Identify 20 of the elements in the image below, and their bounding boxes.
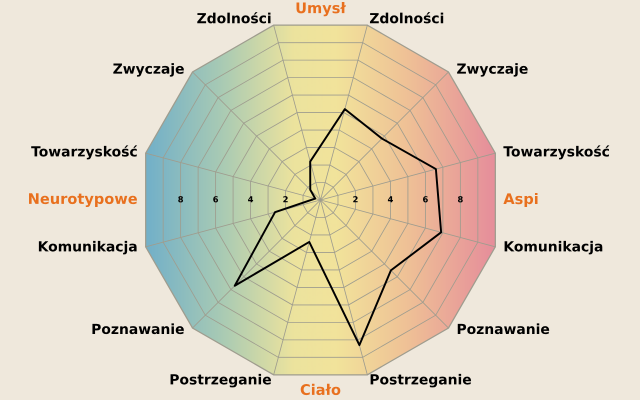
text: 8	[458, 196, 463, 202]
spoke-label: Komunikacja	[38, 240, 137, 254]
text: Aspi	[503, 192, 538, 208]
spoke-label: Postrzeganie	[370, 374, 472, 388]
text: Umysł	[296, 2, 346, 16]
text: 2	[353, 196, 358, 202]
spoke-label: Towarzyskość	[503, 145, 610, 160]
spoke-label: Zwyczaje	[113, 63, 184, 77]
spoke-label: Postrzeganie	[170, 374, 271, 388]
spoke-label: Zwyczaje	[457, 63, 528, 77]
spoke-label: Towarzyskość	[31, 145, 138, 160]
text: Neurotypowe	[29, 193, 137, 208]
spoke-label: Komunikacja	[504, 240, 602, 254]
spoke-label: Poznawanie	[92, 323, 184, 334]
text: Ciało	[300, 384, 340, 396]
text: 4	[388, 196, 393, 202]
spoke-label: Zdolności	[370, 12, 444, 24]
text: 6	[213, 196, 218, 202]
spoke-label: Poznawanie	[458, 323, 550, 334]
spoke-label: Zdolności	[197, 12, 270, 24]
